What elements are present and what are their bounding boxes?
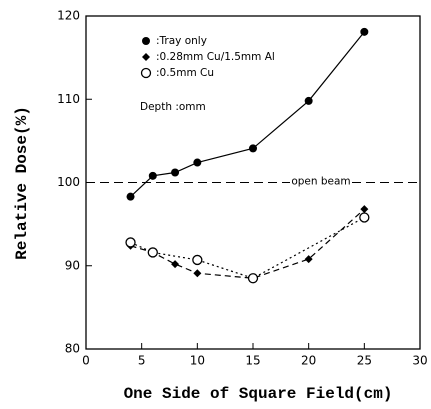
x-tick-label: 10 <box>190 354 205 368</box>
marker <box>304 255 313 264</box>
legend-marker <box>140 67 152 79</box>
marker <box>171 168 180 177</box>
series-line <box>130 216 365 279</box>
marker <box>359 212 370 223</box>
legend-marker <box>142 37 150 45</box>
x-tick-label: 5 <box>138 354 146 368</box>
marker <box>125 237 136 248</box>
marker <box>193 269 202 278</box>
marker <box>126 192 135 201</box>
reference-label: open beam <box>291 176 350 188</box>
marker <box>171 260 180 269</box>
x-axis-label: One Side of Square Field(cm) <box>124 385 393 403</box>
marker <box>147 247 158 258</box>
marker <box>360 27 369 36</box>
y-tick-label: 110 <box>57 92 80 106</box>
series-line <box>130 208 365 279</box>
marker <box>249 144 257 153</box>
marker <box>304 96 313 105</box>
y-tick-label: 80 <box>65 342 80 356</box>
x-tick-label: 25 <box>357 354 372 368</box>
legend-marker <box>142 53 150 61</box>
x-tick-label: 15 <box>245 354 260 368</box>
legend-label: :0.5mm Cu <box>156 67 214 79</box>
x-tick-label: 20 <box>301 354 316 368</box>
y-tick-label: 90 <box>65 258 80 272</box>
y-axis-label: Relative Dose(%) <box>13 106 31 260</box>
annotation: Depth :omm <box>140 101 206 113</box>
y-tick-label: 120 <box>57 9 80 23</box>
marker <box>192 254 203 266</box>
marker <box>247 273 259 284</box>
marker <box>360 205 369 214</box>
x-tick-label: 30 <box>412 354 427 368</box>
legend-label: :Tray only <box>156 35 207 47</box>
marker <box>148 171 157 180</box>
legend-label: :0.28mm Cu/1.5mm Al <box>156 51 275 63</box>
marker <box>193 158 202 167</box>
x-tick-label: 0 <box>82 354 90 368</box>
y-tick-label: 100 <box>57 175 80 189</box>
